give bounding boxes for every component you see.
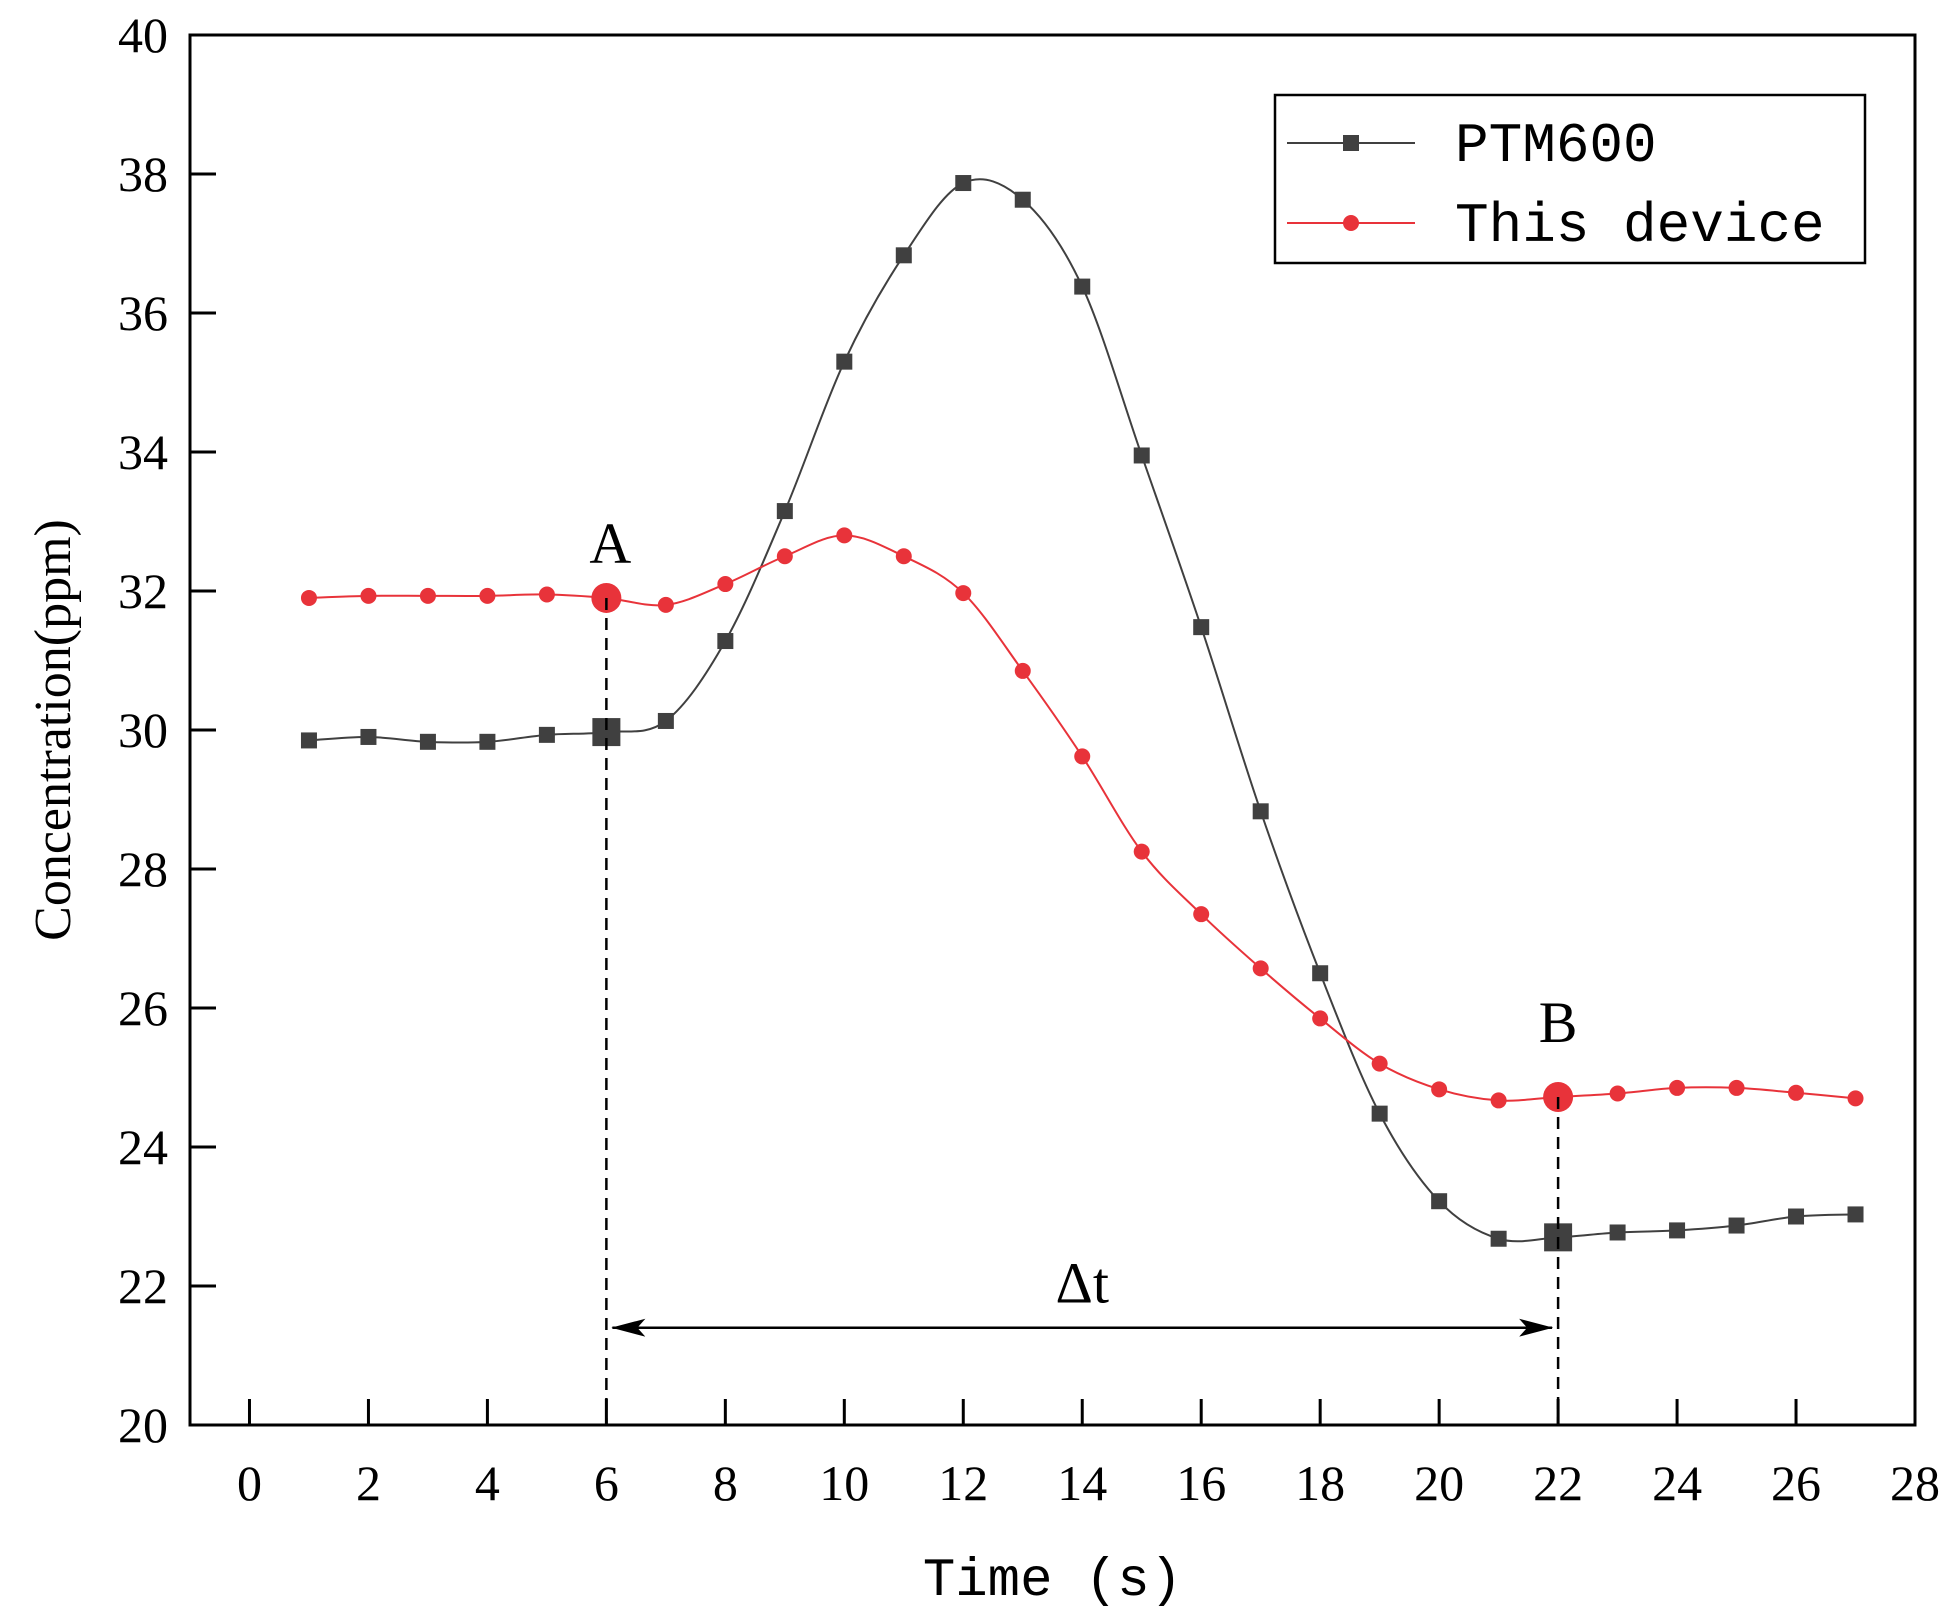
point-this-device-21 <box>1490 1092 1507 1109</box>
point-this-device-13 <box>1014 662 1031 679</box>
point-this-device-7 <box>657 596 674 613</box>
x-tick-label-28: 28 <box>1890 1455 1940 1511</box>
legend-label-this-device: This device <box>1455 194 1825 258</box>
legend-marker-this-device <box>1343 215 1359 231</box>
point-this-device-23 <box>1609 1085 1626 1102</box>
point-ptm600-18 <box>1312 965 1329 982</box>
point-ptm600-10 <box>836 353 853 370</box>
point-ptm600-25 <box>1728 1217 1745 1234</box>
point-ptm600-26 <box>1788 1208 1805 1225</box>
point-this-device-27 <box>1847 1090 1864 1107</box>
point-ptm600-1 <box>300 732 317 749</box>
point-this-device-26 <box>1788 1084 1805 1101</box>
x-tick-label-10: 10 <box>819 1455 869 1511</box>
point-this-device-17 <box>1252 960 1269 977</box>
legend-marker-ptm600 <box>1343 135 1359 151</box>
point-this-device-5 <box>538 586 555 603</box>
x-tick-label-14: 14 <box>1057 1455 1107 1511</box>
x-tick-label-16: 16 <box>1176 1455 1226 1511</box>
x-tick-label-0: 0 <box>237 1455 262 1511</box>
legend-label-ptm600: PTM600 <box>1455 114 1657 178</box>
x-tick-label-24: 24 <box>1652 1455 1702 1511</box>
point-ptm600-20 <box>1431 1193 1448 1210</box>
x-tick-label-12: 12 <box>938 1455 988 1511</box>
annotation-label-A: A <box>589 511 631 576</box>
point-ptm600-7 <box>657 712 674 729</box>
point-ptm600-21 <box>1490 1230 1507 1247</box>
point-ptm600-14 <box>1074 278 1091 295</box>
annotation-label-B: B <box>1539 990 1578 1055</box>
point-this-device-11 <box>895 548 912 565</box>
x-tick-label-20: 20 <box>1414 1455 1464 1511</box>
delta-t-label: Δt <box>1056 1251 1109 1316</box>
x-tick-label-6: 6 <box>594 1455 619 1511</box>
point-ptm600-23 <box>1609 1224 1626 1241</box>
x-tick-label-18: 18 <box>1295 1455 1345 1511</box>
point-ptm600-9 <box>776 503 793 520</box>
point-this-device-15 <box>1133 843 1150 860</box>
x-axis-title: Time (s) <box>923 1551 1182 1612</box>
point-ptm600-5 <box>538 726 555 743</box>
point-ptm600-13 <box>1014 191 1031 208</box>
point-ptm600-11 <box>895 247 912 264</box>
point-this-device-1 <box>300 589 317 606</box>
axes-layer: 0 2 4 6 8 10 12 14 16 18 20 22 24 26 28202224262830323… <box>25 7 1940 1612</box>
point-ptm600-24 <box>1669 1222 1686 1239</box>
y-tick-label-36: 36 <box>118 285 168 341</box>
y-tick-label-22: 22 <box>118 1258 168 1314</box>
point-this-device-9 <box>776 548 793 565</box>
point-this-device-3 <box>419 587 436 604</box>
x-tick-label-22: 22 <box>1533 1455 1583 1511</box>
point-this-device-24 <box>1669 1079 1686 1096</box>
y-tick-label-34: 34 <box>118 424 168 480</box>
y-tick-label-26: 26 <box>118 980 168 1036</box>
x-tick-label-8: 8 <box>713 1455 738 1511</box>
point-ptm600-27 <box>1847 1206 1864 1223</box>
point-this-device-2 <box>360 587 377 604</box>
series-layer <box>300 175 1864 1252</box>
point-this-device-25 <box>1728 1079 1745 1096</box>
y-tick-label-28: 28 <box>118 841 168 897</box>
point-ptm600-3 <box>419 733 436 750</box>
y-tick-label-24: 24 <box>118 1119 168 1175</box>
point-ptm600-4 <box>479 733 496 750</box>
y-tick-label-30: 30 <box>118 702 168 758</box>
legend-box <box>1273 93 1867 265</box>
legend: PTM600 This device <box>1273 93 1867 265</box>
point-this-device-12 <box>955 585 972 602</box>
y-tick-label-38: 38 <box>118 146 168 202</box>
x-tick-label-26: 26 <box>1771 1455 1821 1511</box>
series-line-this-device <box>308 534 1856 1102</box>
point-this-device-18 <box>1312 1010 1329 1027</box>
point-ptm600-16 <box>1193 619 1210 636</box>
point-this-device-14 <box>1074 748 1091 765</box>
series-line-ptm600 <box>308 178 1856 1243</box>
point-this-device-8 <box>717 576 734 593</box>
point-this-device-10 <box>836 527 853 544</box>
point-ptm600-2 <box>360 728 377 745</box>
point-ptm600-19 <box>1371 1105 1388 1122</box>
x-tick-label-4: 4 <box>475 1455 500 1511</box>
annotation-layer: A B Δt <box>589 511 1577 1425</box>
point-this-device-20 <box>1431 1081 1448 1098</box>
point-ptm600-8 <box>717 633 734 650</box>
point-this-device-4 <box>479 587 496 604</box>
point-this-device-16 <box>1193 906 1210 923</box>
y-tick-label-20: 20 <box>118 1397 168 1453</box>
y-tick-label-32: 32 <box>118 563 168 619</box>
point-ptm600-17 <box>1252 803 1269 820</box>
point-ptm600-12 <box>955 175 972 192</box>
y-axis-title: Concentration(ppm) <box>25 519 82 941</box>
y-tick-label-40: 40 <box>118 7 168 63</box>
point-this-device-19 <box>1371 1055 1388 1072</box>
point-ptm600-15 <box>1133 447 1150 464</box>
x-tick-label-2: 2 <box>356 1455 381 1511</box>
